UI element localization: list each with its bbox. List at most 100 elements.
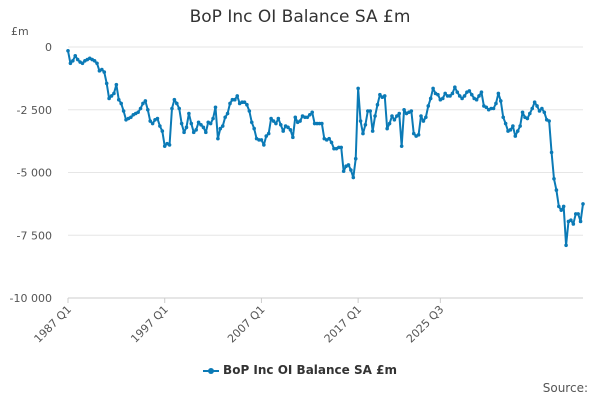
data-point[interactable] (288, 128, 293, 132)
data-point[interactable] (305, 115, 310, 120)
data-point[interactable] (247, 109, 252, 113)
data-point[interactable] (187, 111, 191, 116)
data-point[interactable] (402, 107, 406, 112)
data-point[interactable] (341, 169, 346, 174)
data-point[interactable] (196, 120, 201, 125)
data-point[interactable] (339, 145, 344, 150)
data-point[interactable] (138, 106, 143, 111)
data-point[interactable] (494, 101, 498, 106)
data-point[interactable] (455, 90, 460, 94)
data-point[interactable] (109, 94, 114, 98)
data-point[interactable] (457, 94, 462, 98)
data-point[interactable] (462, 94, 467, 98)
data-point[interactable] (92, 59, 97, 63)
data-point[interactable] (107, 96, 111, 101)
data-point[interactable] (278, 123, 283, 127)
data-point[interactable] (540, 106, 544, 111)
data-point[interactable] (349, 168, 353, 172)
data-point[interactable] (440, 96, 445, 101)
data-point[interactable] (150, 121, 155, 126)
data-point[interactable] (537, 109, 542, 113)
data-point[interactable] (450, 91, 455, 96)
data-point[interactable] (496, 91, 501, 96)
data-point[interactable] (448, 94, 452, 98)
data-point[interactable] (276, 116, 281, 121)
data-point[interactable] (578, 219, 583, 224)
data-point[interactable] (392, 117, 397, 122)
data-point[interactable] (358, 119, 363, 123)
data-point[interactable] (390, 114, 394, 118)
data-point[interactable] (491, 106, 496, 111)
data-point[interactable] (515, 129, 520, 133)
data-point[interactable] (569, 218, 573, 222)
data-point[interactable] (373, 114, 377, 118)
data-point[interactable] (535, 104, 539, 108)
data-point[interactable] (387, 121, 392, 126)
data-point[interactable] (162, 144, 167, 148)
data-point[interactable] (520, 110, 525, 115)
data-point[interactable] (564, 243, 568, 248)
data-point[interactable] (235, 94, 240, 98)
data-point[interactable] (160, 129, 165, 133)
data-point[interactable] (119, 101, 123, 106)
data-point[interactable] (397, 111, 402, 116)
data-point[interactable] (469, 92, 474, 97)
data-point[interactable] (525, 116, 530, 121)
data-point[interactable] (385, 126, 389, 131)
data-point[interactable] (518, 124, 522, 128)
data-point[interactable] (307, 112, 312, 117)
data-point[interactable] (554, 188, 559, 192)
data-point[interactable] (213, 105, 218, 110)
data-point[interactable] (218, 126, 223, 131)
data-point[interactable] (375, 102, 380, 107)
data-point[interactable] (271, 119, 276, 123)
data-point[interactable] (228, 101, 232, 106)
data-point[interactable] (479, 90, 484, 94)
data-point[interactable] (421, 119, 426, 123)
data-point[interactable] (170, 106, 174, 111)
data-point[interactable] (66, 48, 70, 53)
data-point[interactable] (75, 57, 80, 62)
data-point[interactable] (104, 81, 109, 86)
data-point[interactable] (114, 82, 119, 87)
data-point[interactable] (199, 123, 203, 127)
data-point[interactable] (426, 104, 431, 108)
data-point[interactable] (121, 109, 126, 113)
data-point[interactable] (201, 125, 206, 130)
data-point[interactable] (245, 102, 249, 107)
data-point[interactable] (216, 136, 220, 141)
data-point[interactable] (249, 120, 254, 125)
data-point[interactable] (262, 143, 266, 147)
data-point[interactable] (80, 61, 85, 66)
data-point[interactable] (453, 85, 457, 89)
data-point[interactable] (136, 110, 140, 115)
data-point[interactable] (370, 129, 375, 133)
data-point[interactable] (266, 131, 271, 136)
data-point[interactable] (68, 61, 73, 66)
data-point[interactable] (501, 115, 506, 120)
data-point[interactable] (399, 144, 404, 148)
data-point[interactable] (484, 105, 489, 110)
data-point[interactable] (557, 204, 561, 209)
data-point[interactable] (547, 119, 551, 123)
data-point[interactable] (474, 97, 479, 102)
data-point[interactable] (223, 115, 227, 120)
data-point[interactable] (211, 116, 215, 121)
data-point[interactable] (329, 140, 334, 145)
data-point[interactable] (225, 111, 230, 116)
data-point[interactable] (431, 86, 435, 91)
data-point[interactable] (242, 100, 247, 105)
data-point[interactable] (528, 111, 532, 116)
data-point[interactable] (428, 96, 433, 101)
data-point[interactable] (177, 106, 182, 111)
data-point[interactable] (179, 121, 184, 126)
data-point[interactable] (184, 125, 189, 130)
data-point[interactable] (155, 116, 160, 121)
data-point[interactable] (204, 130, 208, 135)
data-point[interactable] (395, 114, 399, 118)
data-point[interactable] (356, 86, 360, 91)
data-point[interactable] (100, 67, 104, 72)
data-point[interactable] (102, 70, 107, 74)
data-point[interactable] (116, 97, 121, 102)
data-point[interactable] (581, 202, 585, 206)
